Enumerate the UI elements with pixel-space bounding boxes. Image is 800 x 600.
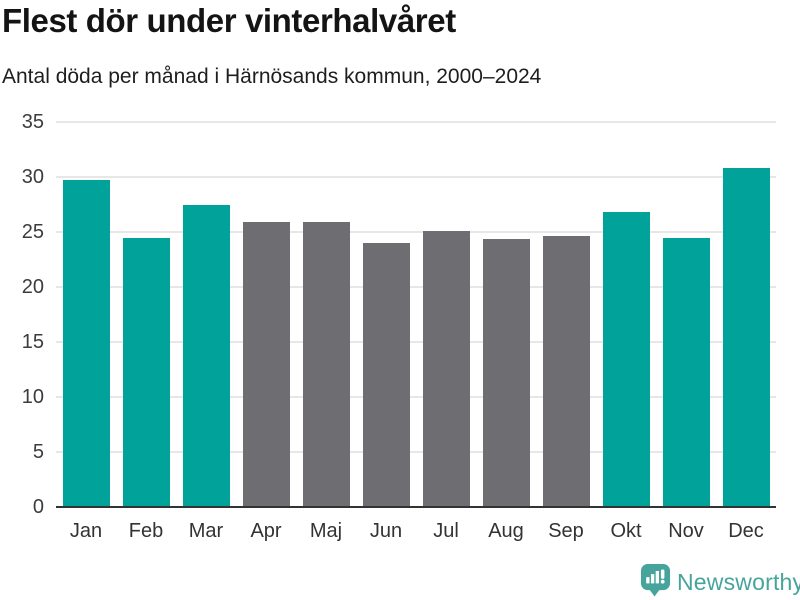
- x-tick-label-maj: Maj: [309, 520, 343, 542]
- x-tick-label-nov: Nov: [668, 520, 704, 542]
- y-tick-label-30: 30: [21, 166, 44, 188]
- x-tick-label-jan: Jan: [69, 520, 103, 542]
- x-tick-label-dec: Dec: [728, 520, 764, 542]
- bar-okt: [602, 212, 650, 507]
- bar-jun: [362, 243, 410, 507]
- bar-maj: [302, 222, 350, 507]
- gridline-20: [56, 286, 776, 288]
- x-tick-label-aug: Aug: [488, 520, 524, 542]
- y-tick-label-15: 15: [21, 331, 44, 353]
- gridline-30: [56, 176, 776, 178]
- x-tick-label-feb: Feb: [128, 520, 164, 542]
- x-tick-label-jul: Jul: [433, 520, 459, 542]
- bar-jul: [422, 230, 470, 507]
- bar-sep: [542, 236, 590, 507]
- y-tick-label-20: 20: [21, 276, 44, 298]
- gridline-15: [56, 341, 776, 343]
- newsworthy-wordmark: Newsworthy: [677, 569, 800, 595]
- bar-nov: [662, 237, 710, 507]
- chart-subtitle: Antal döda per månad i Härnösands kommun…: [2, 65, 542, 88]
- bar-feb: [122, 237, 170, 507]
- bar-jan: [62, 180, 110, 507]
- y-tick-label-10: 10: [21, 386, 44, 408]
- bar-aug: [482, 238, 530, 507]
- x-axis-line: [56, 506, 776, 508]
- gridline-5: [56, 451, 776, 453]
- newsworthy-logo-icon: [640, 564, 671, 597]
- bar-apr: [242, 222, 290, 507]
- y-tick-label-0: 0: [32, 496, 44, 518]
- x-tick-label-sep: Sep: [548, 520, 584, 542]
- x-tick-label-mar: Mar: [188, 520, 224, 542]
- bar-dec: [722, 168, 770, 507]
- y-tick-label-35: 35: [21, 111, 44, 133]
- chart-title: Flest dör under vinterhalvåret: [2, 2, 456, 39]
- gridline-25: [56, 231, 776, 233]
- x-tick-label-jun: Jun: [369, 520, 403, 542]
- x-tick-label-apr: Apr: [250, 520, 282, 542]
- gridline-10: [56, 396, 776, 398]
- gridline-35: [56, 121, 776, 123]
- bar-mar: [182, 204, 230, 507]
- y-tick-label-25: 25: [21, 221, 44, 243]
- x-tick-label-okt: Okt: [610, 520, 642, 542]
- y-tick-label-5: 5: [32, 441, 44, 463]
